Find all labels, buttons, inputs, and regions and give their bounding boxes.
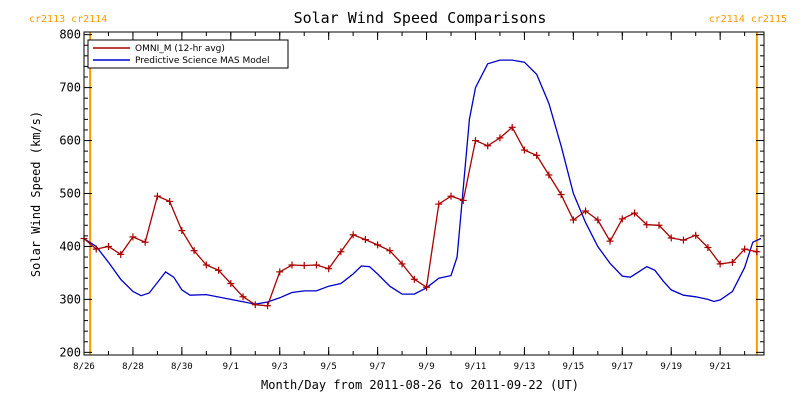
data-point-omni xyxy=(349,231,357,239)
data-point-omni xyxy=(374,241,382,249)
data-point-omni xyxy=(753,248,761,256)
data-point-omni xyxy=(117,250,125,258)
legend: OMNI_M (12-hr avg) Predictive Science MA… xyxy=(87,39,289,69)
data-point-omni xyxy=(667,234,675,242)
data-point-omni xyxy=(276,268,284,276)
data-point-omni xyxy=(643,221,651,229)
data-point-omni xyxy=(166,197,174,205)
data-point-omni xyxy=(471,137,479,145)
data-point-omni xyxy=(692,231,700,239)
y-tick-label: 700 xyxy=(59,81,81,95)
x-tick-label: 9/3 xyxy=(272,362,288,372)
y-tick-label: 600 xyxy=(59,134,81,148)
data-point-omni xyxy=(251,301,259,309)
data-point-omni xyxy=(484,142,492,150)
x-tick-label: 9/1 xyxy=(223,362,239,372)
data-point-omni xyxy=(679,236,687,244)
data-point-omni xyxy=(215,266,223,274)
data-point-omni xyxy=(129,233,137,241)
y-axis-ticks: 200 300 400 500 600 700 800 xyxy=(59,28,764,359)
x-tick-label: 9/15 xyxy=(563,362,585,372)
x-tick-label: 9/19 xyxy=(660,362,682,372)
data-point-omni xyxy=(227,280,235,288)
data-point-omni xyxy=(704,244,712,252)
data-point-omni xyxy=(569,216,577,224)
x-tick-label: 8/30 xyxy=(171,362,193,372)
data-point-omni xyxy=(545,171,553,179)
data-point-omni xyxy=(435,200,443,208)
data-point-omni xyxy=(741,245,749,253)
data-point-omni xyxy=(239,293,247,301)
data-point-omni xyxy=(557,191,565,199)
data-point-omni xyxy=(606,237,614,245)
data-point-omni xyxy=(631,209,639,217)
data-point-omni xyxy=(398,260,406,268)
data-point-omni xyxy=(312,261,320,269)
data-point-omni xyxy=(594,216,602,224)
y-tick-label: 500 xyxy=(59,187,81,201)
data-point-omni xyxy=(190,247,198,255)
y-tick-label: 300 xyxy=(59,292,81,306)
data-point-omni xyxy=(337,248,345,256)
x-tick-label: 9/13 xyxy=(514,362,536,372)
rotation-label-left: cr2113 cr2114 xyxy=(29,14,107,25)
data-point-omni xyxy=(716,260,724,268)
legend-entry-model: Predictive Science MAS Model xyxy=(135,56,270,66)
data-point-omni xyxy=(655,221,663,229)
data-point-omni xyxy=(325,265,333,273)
data-point-omni xyxy=(178,227,186,235)
x-tick-label: 9/9 xyxy=(418,362,434,372)
x-axis-label: Month/Day from 2011-08-26 to 2011-09-22 … xyxy=(261,378,579,392)
data-point-omni xyxy=(92,245,100,253)
rotation-lines xyxy=(89,32,758,355)
x-tick-label: 9/17 xyxy=(611,362,633,372)
data-point-omni xyxy=(104,242,112,250)
x-tick-label: 9/7 xyxy=(369,362,385,372)
rotation-label-right: cr2114 cr2115 xyxy=(709,14,787,25)
data-point-omni xyxy=(447,192,455,200)
legend-entry-omni: OMNI_M (12-hr avg) xyxy=(135,44,225,54)
data-point-omni xyxy=(728,258,736,266)
data-point-omni xyxy=(496,134,504,142)
data-point-omni xyxy=(508,123,516,131)
data-point-omni xyxy=(202,261,210,269)
data-point-omni xyxy=(264,302,272,310)
y-tick-label: 200 xyxy=(59,345,81,359)
plot-frame xyxy=(83,31,765,356)
x-tick-label: 9/5 xyxy=(321,362,337,372)
data-point-omni xyxy=(300,262,308,270)
data-point-omni xyxy=(618,215,626,223)
x-axis-ticks: 8/26 8/28 8/30 9/1 9/3 9/5 9/7 9/9 9/11 9/13 9/15 9… xyxy=(73,32,746,372)
series-layer xyxy=(80,59,762,310)
x-tick-label: 8/26 xyxy=(73,362,95,372)
data-point-omni xyxy=(582,207,590,215)
data-point-omni xyxy=(153,192,161,200)
data-point-omni xyxy=(520,146,528,154)
data-point-omni xyxy=(361,236,369,244)
data-point-omni xyxy=(410,275,418,283)
data-point-omni xyxy=(141,238,149,246)
y-tick-label: 400 xyxy=(59,239,81,253)
x-tick-label: 9/11 xyxy=(465,362,487,372)
y-axis-label: Solar Wind Speed (km/s) xyxy=(29,111,43,277)
x-tick-label: 8/28 xyxy=(122,362,144,372)
data-point-omni xyxy=(459,196,467,204)
y-tick-label: 800 xyxy=(59,28,81,42)
chart-title: Solar Wind Speed Comparisons xyxy=(294,9,547,27)
series-line-omni xyxy=(83,126,758,307)
data-point-omni xyxy=(423,283,431,291)
data-point-omni xyxy=(386,247,394,255)
series-line-model xyxy=(83,59,762,305)
data-point-omni xyxy=(288,261,296,269)
x-tick-label: 9/21 xyxy=(709,362,731,372)
data-point-omni xyxy=(533,151,541,159)
legend-box xyxy=(87,39,289,69)
